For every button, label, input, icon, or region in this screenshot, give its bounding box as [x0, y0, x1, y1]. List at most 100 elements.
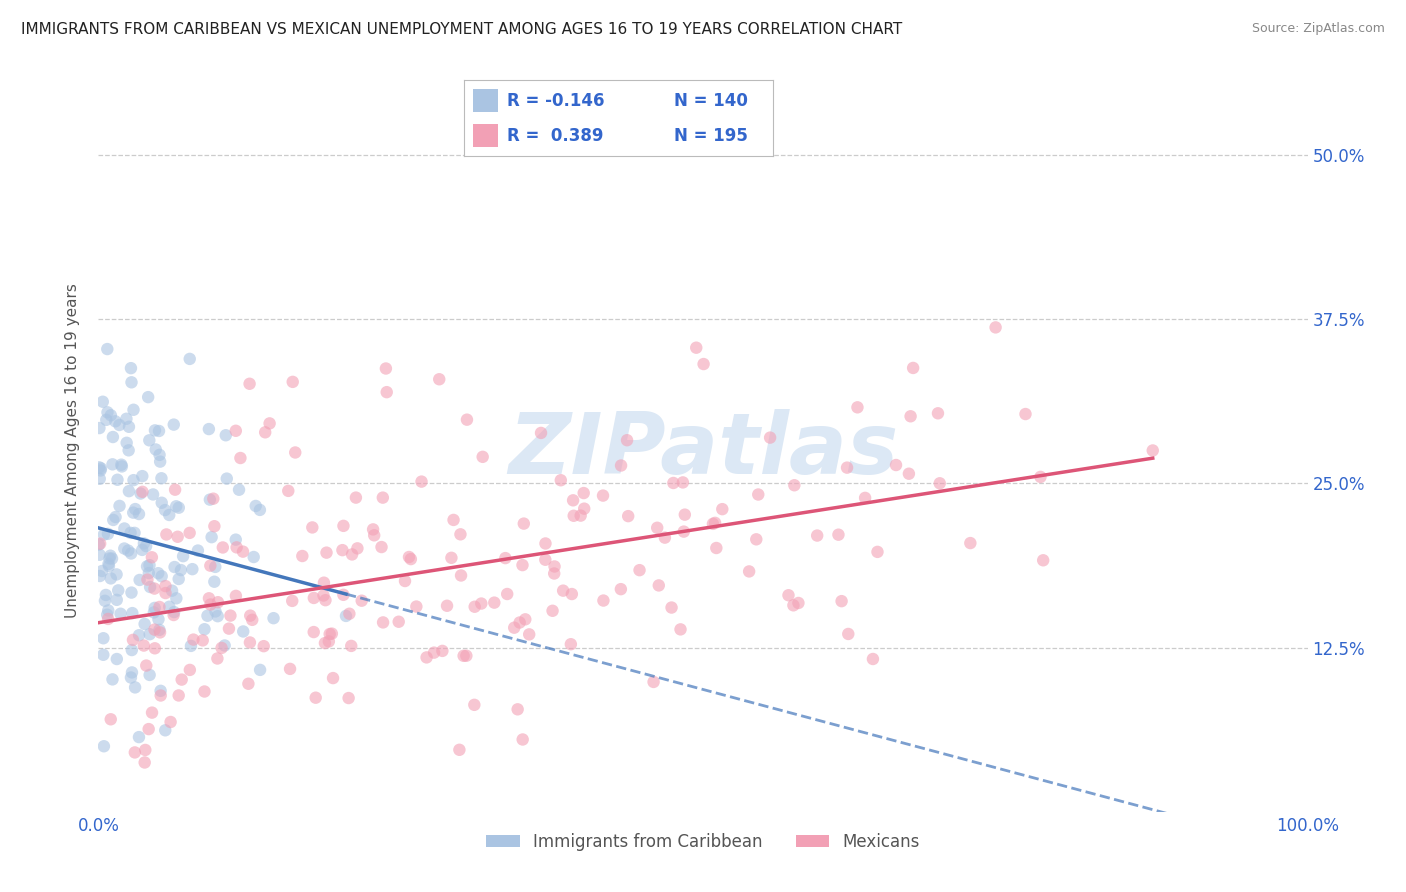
Point	[503, 621, 526, 635]
Point	[150, 569, 173, 583]
Point	[314, 593, 336, 607]
Point	[787, 596, 810, 610]
Point	[553, 583, 575, 598]
Point	[128, 730, 150, 744]
Point	[610, 582, 633, 596]
Point	[225, 541, 247, 555]
Point	[167, 500, 190, 515]
Point	[136, 390, 159, 404]
Point	[104, 510, 127, 524]
Point	[314, 636, 336, 650]
Point	[93, 739, 115, 754]
Point	[101, 673, 124, 687]
Point	[335, 608, 357, 623]
Point	[202, 519, 225, 533]
Point	[281, 594, 304, 608]
Point	[291, 549, 314, 563]
Point	[215, 428, 238, 442]
Point	[141, 550, 163, 565]
Point	[122, 402, 145, 417]
Point	[512, 732, 534, 747]
Point	[148, 424, 170, 438]
Point	[96, 607, 118, 622]
Point	[232, 624, 254, 639]
Point	[249, 503, 271, 517]
Point	[104, 414, 127, 428]
Point	[149, 689, 172, 703]
Point	[108, 499, 131, 513]
Point	[332, 543, 354, 558]
Text: N = 195: N = 195	[675, 127, 748, 145]
Point	[375, 385, 398, 400]
Point	[135, 658, 157, 673]
Point	[204, 560, 226, 574]
Point	[124, 525, 146, 540]
Point	[1014, 407, 1036, 421]
Point	[108, 417, 131, 432]
Point	[118, 484, 141, 499]
Point	[135, 539, 157, 553]
Point	[928, 476, 950, 491]
Point	[200, 558, 222, 573]
Point	[685, 341, 707, 355]
Point	[509, 615, 531, 630]
Point	[654, 531, 676, 545]
Point	[1032, 553, 1054, 567]
Point	[120, 361, 142, 376]
Point	[669, 623, 692, 637]
Point	[984, 320, 1007, 334]
Point	[628, 563, 651, 577]
Point	[132, 536, 155, 550]
Point	[312, 575, 335, 590]
Point	[143, 601, 166, 615]
Point	[214, 639, 236, 653]
Point	[450, 568, 472, 582]
Point	[202, 491, 225, 506]
Point	[569, 508, 592, 523]
Point	[89, 536, 111, 550]
Point	[783, 478, 806, 492]
Point	[179, 663, 201, 677]
Point	[374, 361, 396, 376]
Point	[183, 632, 205, 647]
Point	[240, 613, 263, 627]
Point	[370, 540, 392, 554]
Point	[277, 483, 299, 498]
Point	[120, 546, 142, 560]
Point	[394, 574, 416, 588]
Text: R = -0.146: R = -0.146	[508, 92, 605, 110]
Point	[239, 376, 262, 391]
Point	[411, 475, 433, 489]
Point	[337, 607, 360, 621]
Point	[371, 491, 394, 505]
Point	[238, 677, 260, 691]
Point	[211, 541, 233, 555]
Point	[143, 641, 166, 656]
Point	[117, 443, 139, 458]
Point	[122, 506, 145, 520]
Point	[155, 527, 177, 541]
Point	[702, 516, 724, 531]
Point	[191, 633, 214, 648]
Point	[517, 627, 540, 641]
Point	[138, 722, 160, 736]
Point	[187, 543, 209, 558]
Point	[148, 599, 170, 614]
Point	[202, 574, 225, 589]
Y-axis label: Unemployment Among Ages 16 to 19 years: Unemployment Among Ages 16 to 19 years	[65, 283, 80, 618]
Point	[672, 475, 695, 490]
Point	[242, 549, 264, 564]
Point	[211, 640, 233, 655]
Point	[263, 611, 285, 625]
Point	[388, 615, 411, 629]
Point	[94, 588, 117, 602]
Point	[340, 548, 363, 562]
Point	[145, 442, 167, 457]
Point	[170, 673, 193, 687]
Point	[332, 519, 354, 533]
Point	[141, 706, 163, 720]
Point	[165, 500, 187, 514]
Point	[110, 607, 132, 621]
Point	[136, 573, 159, 587]
Point	[305, 690, 328, 705]
